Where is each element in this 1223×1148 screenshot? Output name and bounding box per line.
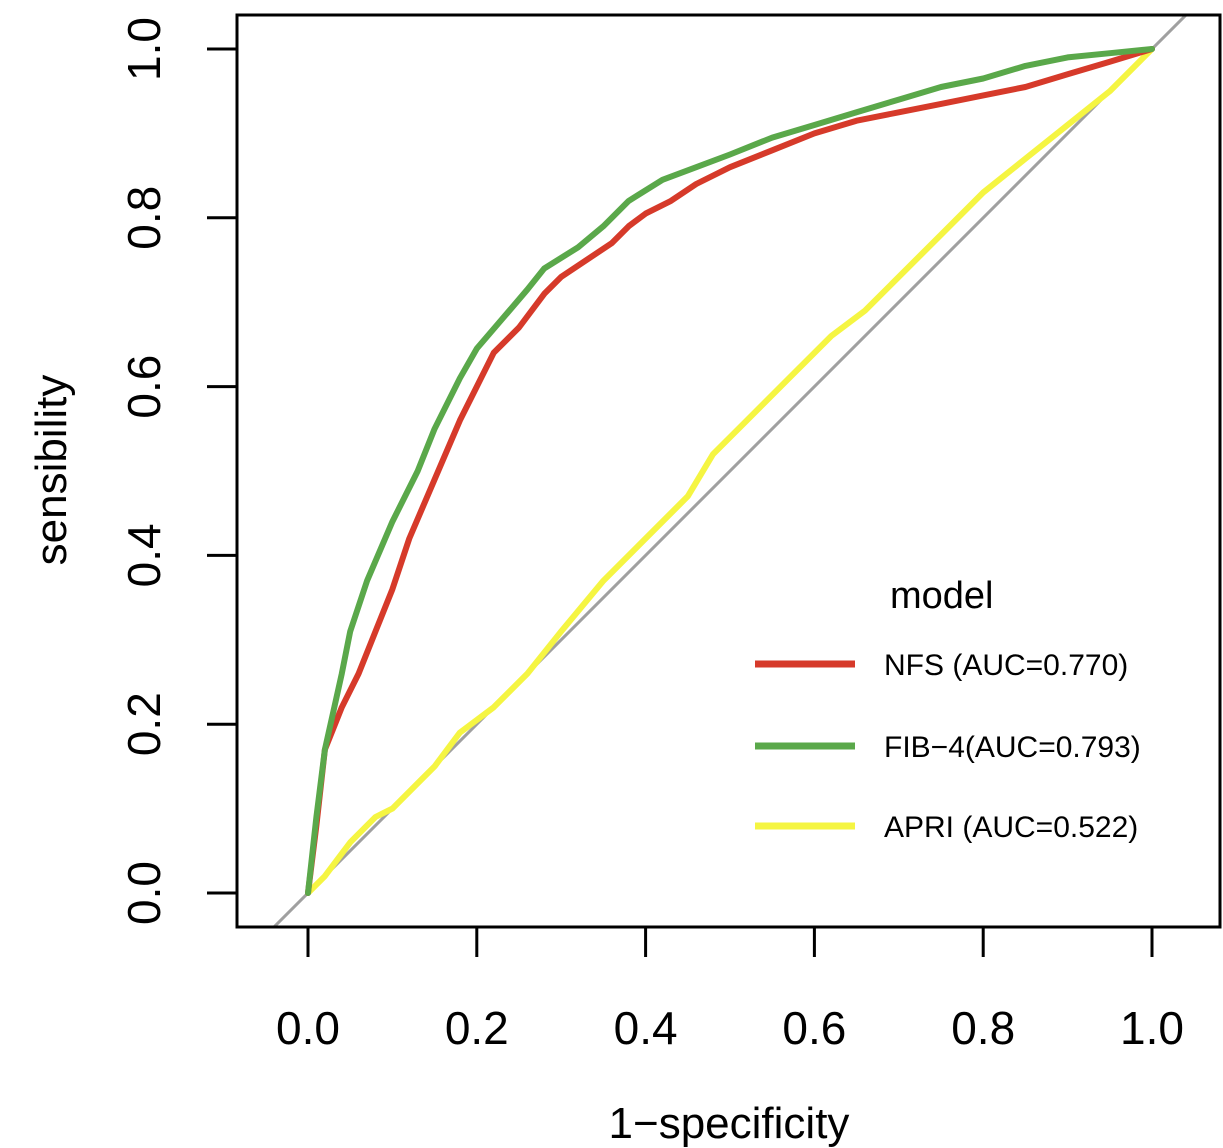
legend-label-0: NFS (AUC=0.770)	[884, 649, 1128, 682]
y-tick-label: 0.2	[118, 692, 170, 756]
y-tick-label: 0.4	[118, 523, 170, 587]
x-tick-label: 0.8	[951, 1002, 1015, 1054]
x-tick-label: 0.0	[276, 1002, 340, 1054]
legend-label-1: FIB−4(AUC=0.793)	[884, 731, 1141, 764]
series-line-2	[305, 46, 1155, 896]
legend: model NFS (AUC=0.770) FIB−4(AUC=0.793) APR…	[755, 575, 1141, 844]
legend-label-2: APRI (AUC=0.522)	[884, 811, 1138, 844]
x-tick-label: 0.4	[614, 1002, 678, 1054]
y-tick-label: 0.8	[118, 186, 170, 250]
series-line-1	[305, 46, 1155, 896]
y-axis: 0.0 0.2 0.4 0.6 0.8 1.0	[118, 17, 237, 925]
x-tick-label: 1.0	[1120, 1002, 1184, 1054]
x-axis-title: 1−specificity	[609, 1099, 850, 1148]
x-tick-label: 0.2	[445, 1002, 509, 1054]
y-tick-label: 0.0	[118, 861, 170, 925]
plot-frame	[235, 13, 1222, 929]
x-axis: 0.0 0.2 0.4 0.6 0.8 1.0	[276, 927, 1184, 1054]
y-tick-label: 1.0	[118, 17, 170, 81]
x-tick-label: 0.6	[782, 1002, 846, 1054]
y-tick-label: 0.6	[118, 355, 170, 419]
series-layer	[305, 46, 1155, 896]
legend-title: model	[890, 575, 994, 617]
y-axis-title: sensibility	[27, 375, 76, 566]
series-line-0	[305, 46, 1155, 896]
